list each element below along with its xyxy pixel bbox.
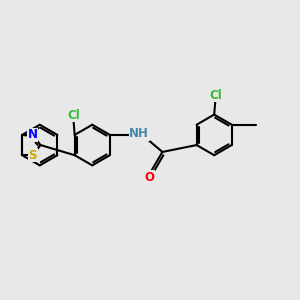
Text: N: N [28,128,38,141]
Text: Cl: Cl [209,89,222,102]
Text: NH: NH [129,127,149,140]
Text: Cl: Cl [67,109,80,122]
Text: O: O [144,171,154,184]
Text: S: S [28,149,37,162]
